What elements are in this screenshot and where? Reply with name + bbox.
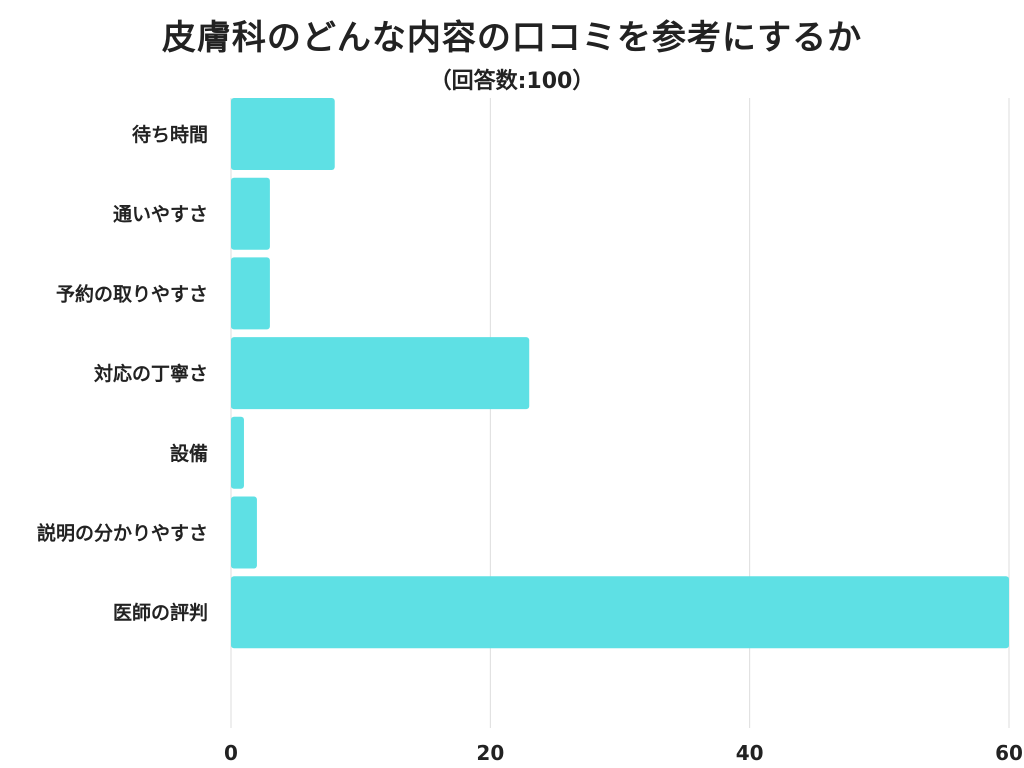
- x-tick-label: 0: [224, 741, 238, 765]
- x-tick-label: 60: [995, 741, 1023, 765]
- x-tick-label: 40: [736, 741, 764, 765]
- bar: [231, 576, 1009, 649]
- category-label: 設備: [170, 442, 208, 465]
- bar: [231, 496, 257, 569]
- chart-subtitle: （回答数:100）: [429, 69, 595, 94]
- category-label: 説明の分かりやすさ: [37, 522, 208, 545]
- x-tick-label: 20: [476, 741, 504, 765]
- bar: [231, 98, 335, 170]
- category-label: 予約の取りやすさ: [56, 282, 208, 305]
- chart-title: 皮膚科のどんな内容の口コミを参考にするか: [161, 18, 863, 58]
- bar: [231, 337, 530, 410]
- category-label: 医師の評判: [113, 601, 208, 624]
- category-label: 対応の丁寧さ: [93, 362, 208, 385]
- bar: [231, 257, 270, 330]
- bar: [231, 416, 244, 489]
- category-label: 待ち時間: [132, 123, 208, 146]
- x-tick-labels: 0 20 40 60: [224, 741, 1023, 765]
- category-label: 通いやすさ: [113, 204, 208, 226]
- bars: [231, 98, 1009, 649]
- bar: [231, 177, 270, 250]
